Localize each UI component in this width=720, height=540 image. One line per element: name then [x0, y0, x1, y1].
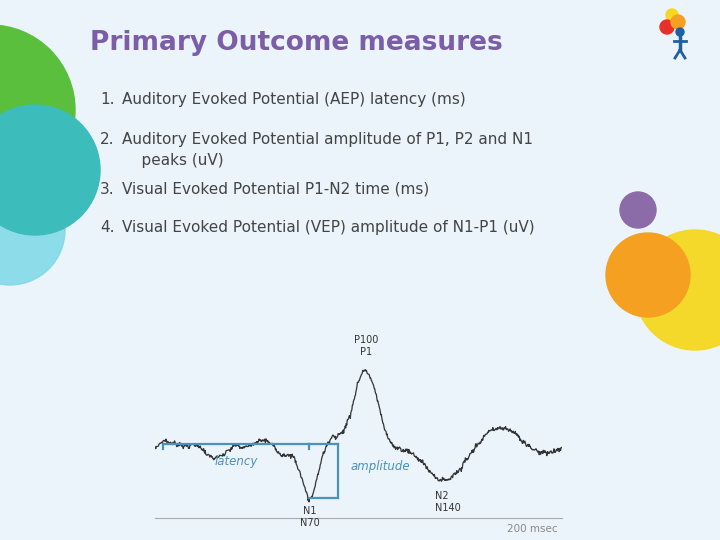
Text: latency: latency — [215, 455, 258, 468]
Circle shape — [0, 175, 65, 285]
Circle shape — [0, 25, 75, 195]
Circle shape — [676, 28, 684, 36]
Circle shape — [671, 15, 685, 29]
Text: amplitude: amplitude — [350, 460, 410, 473]
Text: 200 msec: 200 msec — [507, 524, 557, 534]
Text: P100
P1: P100 P1 — [354, 335, 379, 356]
Circle shape — [635, 230, 720, 350]
Text: Visual Evoked Potential P1-N2 time (ms): Visual Evoked Potential P1-N2 time (ms) — [122, 182, 429, 197]
Text: 1.: 1. — [100, 92, 114, 107]
Text: 3.: 3. — [100, 182, 114, 197]
Circle shape — [660, 20, 674, 34]
Text: 4.: 4. — [100, 220, 114, 235]
Text: Auditory Evoked Potential amplitude of P1, P2 and N1
    peaks (uV): Auditory Evoked Potential amplitude of P… — [122, 132, 533, 168]
Circle shape — [606, 233, 690, 317]
Circle shape — [666, 9, 678, 21]
Text: 2.: 2. — [100, 132, 114, 147]
Circle shape — [0, 105, 100, 235]
Text: Auditory Evoked Potential (AEP) latency (ms): Auditory Evoked Potential (AEP) latency … — [122, 92, 466, 107]
Text: Primary Outcome measures: Primary Outcome measures — [90, 30, 503, 56]
Text: N1
N70: N1 N70 — [300, 506, 319, 528]
Text: Visual Evoked Potential (VEP) amplitude of N1-P1 (uV): Visual Evoked Potential (VEP) amplitude … — [122, 220, 535, 235]
Text: N2
N140: N2 N140 — [436, 491, 462, 513]
Circle shape — [620, 192, 656, 228]
